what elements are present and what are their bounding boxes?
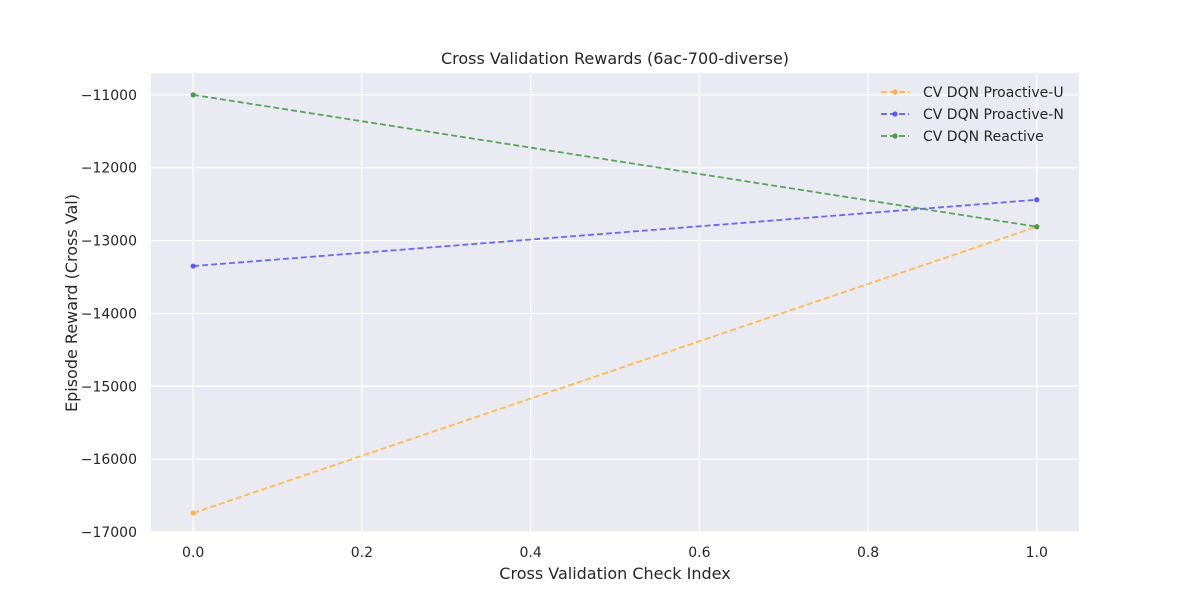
series-line xyxy=(193,93,1037,228)
data-point xyxy=(190,263,196,269)
legend-marker xyxy=(892,133,898,139)
y-tick-label: −16000 xyxy=(81,452,137,468)
y-tick-label: −17000 xyxy=(81,525,137,541)
y-tick-label: −11000 xyxy=(81,88,137,104)
x-tick-label: 0.6 xyxy=(688,545,710,561)
chart-title: Cross Validation Rewards (6ac-700-divers… xyxy=(441,49,789,68)
legend-marker xyxy=(892,89,898,95)
x-tick-label: 0.4 xyxy=(520,545,542,561)
x-tick-label: 1.0 xyxy=(1026,545,1048,561)
series-line xyxy=(193,198,1037,267)
y-tick-label: −15000 xyxy=(81,379,137,395)
legend: CV DQN Proactive-U CV DQN Proactive-N CV D… xyxy=(881,85,1064,145)
data-point xyxy=(1034,197,1040,203)
data-point xyxy=(1034,224,1040,230)
x-axis-label: Cross Validation Check Index xyxy=(499,564,730,583)
series-line xyxy=(192,225,1038,514)
series-1 xyxy=(190,197,1040,269)
legend-marker xyxy=(892,111,898,117)
y-tick-label: −14000 xyxy=(81,306,137,322)
data-point xyxy=(190,510,196,516)
y-axis-ticks: −17000 −16000 −15000 −14000 −13000 −12000 −110… xyxy=(81,88,137,541)
legend-label: CV DQN Proactive-U xyxy=(923,85,1064,101)
data-point xyxy=(190,92,196,98)
grid xyxy=(151,73,1079,533)
legend-label: CV DQN Proactive-N xyxy=(923,107,1064,123)
x-axis-ticks: 0.0 0.2 0.4 0.6 0.8 1.0 xyxy=(182,545,1048,561)
plot-area xyxy=(151,73,1079,532)
y-tick-label: −13000 xyxy=(81,234,137,250)
x-tick-label: 0.0 xyxy=(182,545,204,561)
legend-item: CV DQN Proactive-N xyxy=(881,107,1064,123)
x-tick-label: 0.2 xyxy=(351,545,373,561)
series-2 xyxy=(190,92,1040,230)
legend-item: CV DQN Proactive-U xyxy=(881,85,1064,101)
y-axis-label: Episode Reward (Cross Val) xyxy=(62,194,81,412)
y-tick-label: −12000 xyxy=(81,161,137,177)
legend-label: CV DQN Reactive xyxy=(923,129,1044,145)
legend-item: CV DQN Reactive xyxy=(881,129,1044,145)
x-tick-label: 0.8 xyxy=(857,545,879,561)
series-layer xyxy=(190,92,1040,516)
